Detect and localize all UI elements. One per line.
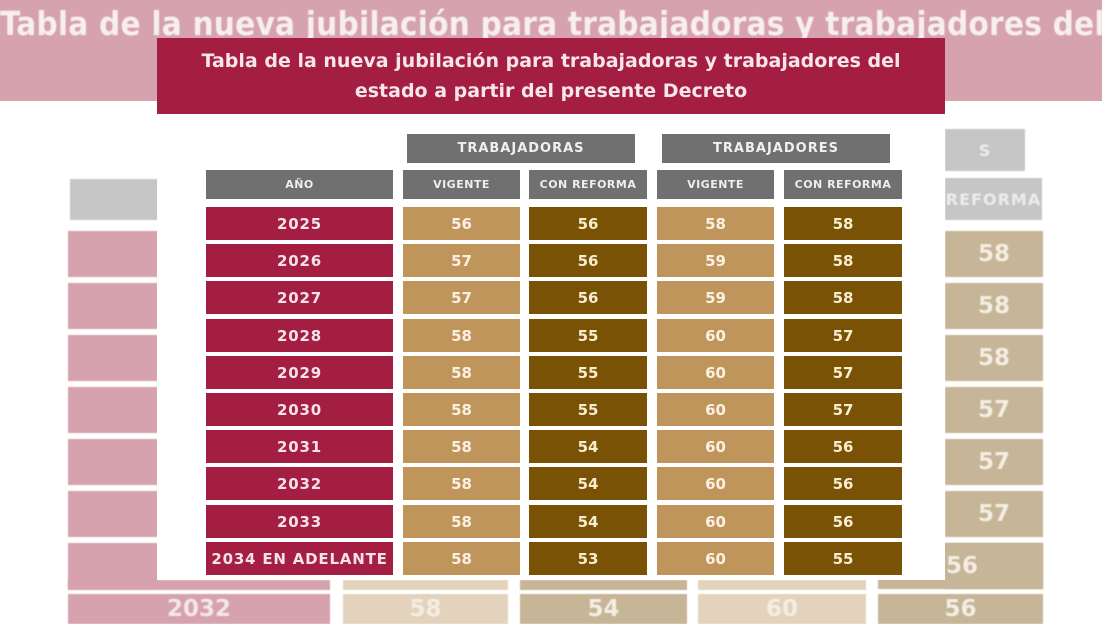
cell-vigente-men: 60 (657, 319, 774, 352)
background-year-cell (68, 387, 158, 433)
background-year-cell (68, 231, 158, 277)
cell-reforma-men: 57 (784, 393, 902, 426)
cell-vigente-men: 60 (657, 393, 774, 426)
cell-vigente-men: 59 (657, 281, 774, 314)
background-value-cell: 58 (343, 594, 508, 624)
table-title-line-1: Tabla de la nueva jubilación para trabaj… (201, 50, 901, 72)
background-year-cell (68, 491, 158, 537)
cell-reforma-women: 54 (529, 505, 647, 538)
column-header-vigente-men: VIGENTE (657, 170, 774, 199)
cell-reforma-women: 54 (529, 467, 647, 500)
cell-vigente-men: 60 (657, 467, 774, 500)
cell-year: 2029 (206, 356, 393, 389)
cell-year: 2027 (206, 281, 393, 314)
cell-vigente-women: 58 (403, 319, 520, 352)
background-group-header: S (945, 129, 1025, 171)
cell-vigente-men: 60 (657, 505, 774, 538)
column-header-reforma-women: CON REFORMA (529, 170, 647, 199)
background-reforma-cell: 57 (945, 387, 1043, 433)
cell-vigente-women: 58 (403, 505, 520, 538)
cell-year: 2030 (206, 393, 393, 426)
background-reforma-cell (520, 580, 687, 590)
cell-reforma-women: 55 (529, 319, 647, 352)
background-value-cell: 54 (520, 594, 687, 624)
cell-reforma-men: 58 (784, 207, 902, 240)
cell-year: 2032 (206, 467, 393, 500)
column-header-reforma-men: CON REFORMA (784, 170, 902, 199)
background-title: Tabla de la nueva jubilación para trabaj… (0, 4, 1102, 43)
cell-vigente-men: 60 (657, 542, 774, 575)
cell-vigente-women: 58 (403, 356, 520, 389)
group-header-trabajadores: TRABAJADORES (662, 134, 890, 163)
background-year-header (70, 179, 158, 220)
cell-year: 2034 EN ADELANTE (206, 542, 393, 575)
background-year-cell (68, 283, 158, 329)
cell-year: 2026 (206, 244, 393, 277)
group-header-trabajadoras: TRABAJADORAS (407, 134, 635, 163)
background-year-cell (68, 580, 330, 590)
cell-reforma-men: 56 (784, 505, 902, 538)
background-year-cell: 2032 (68, 594, 330, 624)
cell-reforma-women: 56 (529, 244, 647, 277)
column-header-year: AÑO (206, 170, 393, 199)
background-vigente-cell (698, 580, 866, 590)
cell-reforma-men: 57 (784, 356, 902, 389)
cell-vigente-men: 60 (657, 356, 774, 389)
cell-reforma-women: 56 (529, 207, 647, 240)
cell-reforma-men: 55 (784, 542, 902, 575)
background-value-cell: 60 (698, 594, 866, 624)
cell-reforma-women: 54 (529, 430, 647, 463)
cell-vigente-women: 58 (403, 542, 520, 575)
background-reforma-cell: 58 (945, 335, 1043, 381)
cell-reforma-men: 56 (784, 430, 902, 463)
background-vigente-cell (343, 580, 508, 590)
cell-vigente-women: 58 (403, 467, 520, 500)
retirement-table-panel: Tabla de la nueva jubilación para trabaj… (157, 38, 945, 580)
cell-reforma-women: 55 (529, 393, 647, 426)
cell-reforma-women: 56 (529, 281, 647, 314)
cell-year: 2033 (206, 505, 393, 538)
cell-vigente-women: 58 (403, 393, 520, 426)
cell-reforma-men: 56 (784, 467, 902, 500)
cell-vigente-women: 57 (403, 281, 520, 314)
background-value-cell: 56 (878, 594, 1043, 624)
cell-vigente-women: 57 (403, 244, 520, 277)
background-reforma-cell: 58 (945, 231, 1043, 277)
cell-reforma-men: 58 (784, 281, 902, 314)
cell-vigente-men: 60 (657, 430, 774, 463)
cell-reforma-women: 53 (529, 542, 647, 575)
cell-year: 2025 (206, 207, 393, 240)
background-year-cell (68, 439, 158, 485)
cell-vigente-women: 56 (403, 207, 520, 240)
table-title: Tabla de la nueva jubilación para trabaj… (157, 38, 945, 114)
cell-vigente-women: 58 (403, 430, 520, 463)
cell-reforma-women: 55 (529, 356, 647, 389)
background-year-cell (68, 335, 158, 381)
background-reforma-cell: 57 (945, 439, 1043, 485)
cell-reforma-men: 57 (784, 319, 902, 352)
cell-vigente-men: 58 (657, 207, 774, 240)
background-sub-header: REFORMA (945, 178, 1042, 220)
cell-vigente-men: 59 (657, 244, 774, 277)
background-reforma-cell: 58 (945, 283, 1043, 329)
cell-year: 2031 (206, 430, 393, 463)
cell-year: 2028 (206, 319, 393, 352)
column-header-vigente-women: VIGENTE (403, 170, 520, 199)
background-reforma-cell: 57 (945, 491, 1043, 537)
table-title-line-2: estado a partir del presente Decreto (354, 80, 748, 102)
cell-reforma-men: 58 (784, 244, 902, 277)
